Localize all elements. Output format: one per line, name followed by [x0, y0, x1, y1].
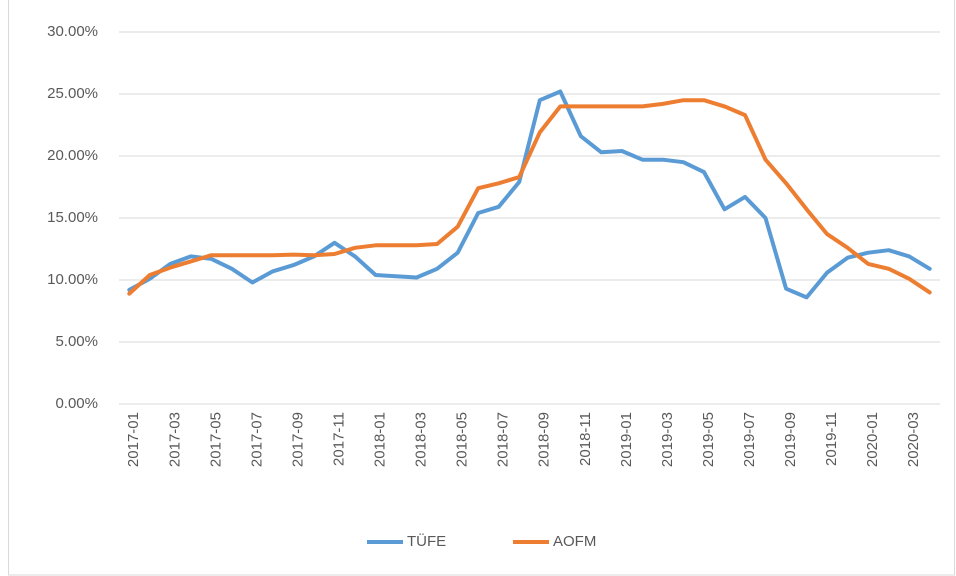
x-tick-label: 2018-05 [454, 412, 471, 467]
x-tick-label: 2018-11 [577, 412, 594, 466]
legend-label: AOFM [553, 533, 596, 550]
x-tick-label: 2019-01 [618, 412, 635, 467]
x-tick-label: 2019-07 [741, 412, 758, 467]
y-tick-label: 30.00% [47, 23, 98, 40]
x-tick-label: 2017-09 [289, 412, 306, 467]
x-tick-label: 2017-05 [207, 412, 224, 467]
x-tick-label: 2018-07 [495, 412, 512, 467]
x-tick-label: 2020-01 [864, 412, 881, 467]
x-tick-label: 2017-07 [248, 412, 265, 467]
x-tick-label: 2018-09 [536, 412, 553, 467]
legend-label: TÜFE [407, 532, 446, 550]
y-tick-label: 20.00% [47, 147, 98, 164]
x-tick-label: 2020-03 [905, 412, 922, 467]
x-tick-label: 2018-03 [413, 412, 430, 467]
y-tick-label: 10.00% [47, 271, 98, 288]
x-tick-label: 2017-11 [330, 412, 347, 466]
series-line [127, 98, 932, 296]
chart-border [8, 0, 955, 576]
y-tick-label: 5.00% [55, 333, 98, 350]
x-tick-label: 2018-01 [372, 412, 389, 467]
y-tick-label: 15.00% [47, 209, 98, 226]
y-tick-label: 25.00% [47, 85, 98, 102]
y-tick-label: 0.00% [55, 395, 98, 412]
x-tick-label: 2017-03 [166, 412, 183, 467]
x-tick-label: 2019-09 [782, 412, 799, 467]
series-line [127, 89, 932, 300]
x-tick-label: 2019-11 [823, 412, 840, 466]
x-tick-label: 2017-01 [125, 412, 142, 467]
x-tick-label: 2019-03 [659, 412, 676, 467]
x-tick-label: 2019-05 [700, 412, 717, 467]
